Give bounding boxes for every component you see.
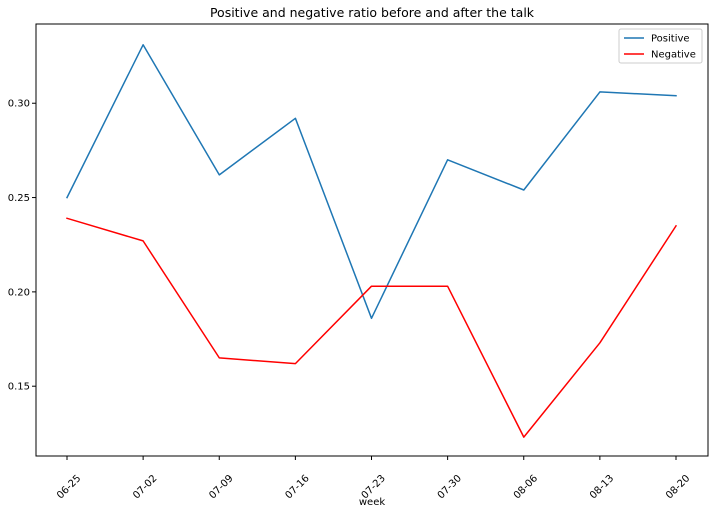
y-axis: 0.15 0.20 0.25 0.30	[8, 99, 36, 393]
legend: Positive Negative	[618, 28, 703, 64]
y-tick-label: 0.30	[8, 99, 30, 110]
y-tick-label: 0.25	[8, 193, 30, 204]
y-tick-label: 0.20	[8, 287, 30, 298]
x-axis-label: week	[359, 497, 385, 508]
y-tick-label: 0.15	[8, 382, 30, 393]
series-line-positive	[65, 44, 677, 320]
legend-label-negative: Negative	[651, 50, 696, 61]
series-line-negative	[66, 217, 678, 438]
plot-area	[65, 44, 678, 438]
legend-label-positive: Positive	[651, 34, 690, 45]
chart-title: Positive and negative ratio before and a…	[210, 5, 535, 20]
